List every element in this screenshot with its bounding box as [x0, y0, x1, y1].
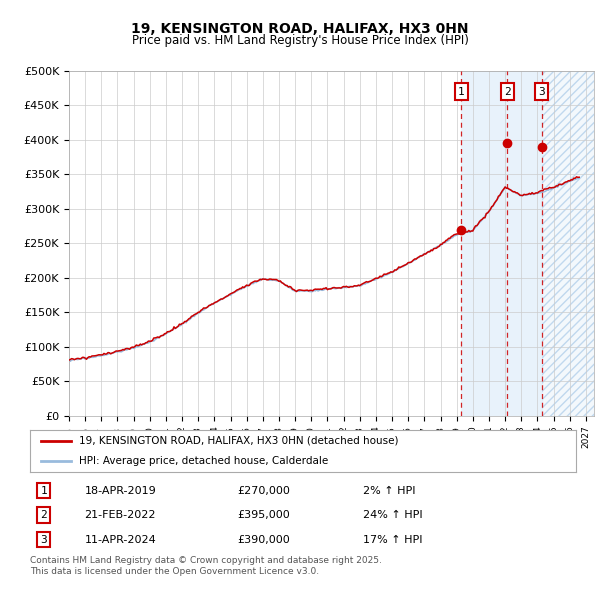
Text: 2: 2 — [504, 87, 511, 97]
Bar — [542, 71, 594, 416]
Text: £390,000: £390,000 — [238, 535, 290, 545]
Text: 3: 3 — [539, 87, 545, 97]
Text: 19, KENSINGTON ROAD, HALIFAX, HX3 0HN: 19, KENSINGTON ROAD, HALIFAX, HX3 0HN — [131, 22, 469, 37]
Text: Contains HM Land Registry data © Crown copyright and database right 2025.
This d: Contains HM Land Registry data © Crown c… — [30, 556, 382, 576]
Text: 21-FEB-2022: 21-FEB-2022 — [85, 510, 156, 520]
Text: 19, KENSINGTON ROAD, HALIFAX, HX3 0HN (detached house): 19, KENSINGTON ROAD, HALIFAX, HX3 0HN (d… — [79, 436, 398, 446]
Text: 2% ↑ HPI: 2% ↑ HPI — [363, 486, 416, 496]
Text: 1: 1 — [40, 486, 47, 496]
Text: 3: 3 — [40, 535, 47, 545]
Text: HPI: Average price, detached house, Calderdale: HPI: Average price, detached house, Cald… — [79, 455, 328, 466]
Text: 18-APR-2019: 18-APR-2019 — [85, 486, 157, 496]
Bar — [542, 71, 594, 416]
Text: 24% ↑ HPI: 24% ↑ HPI — [363, 510, 422, 520]
Text: 17% ↑ HPI: 17% ↑ HPI — [363, 535, 422, 545]
Text: 11-APR-2024: 11-APR-2024 — [85, 535, 157, 545]
Text: £270,000: £270,000 — [238, 486, 290, 496]
Text: 1: 1 — [458, 87, 465, 97]
Bar — [461, 71, 542, 416]
Text: £395,000: £395,000 — [238, 510, 290, 520]
Text: 2: 2 — [40, 510, 47, 520]
Text: Price paid vs. HM Land Registry's House Price Index (HPI): Price paid vs. HM Land Registry's House … — [131, 34, 469, 47]
